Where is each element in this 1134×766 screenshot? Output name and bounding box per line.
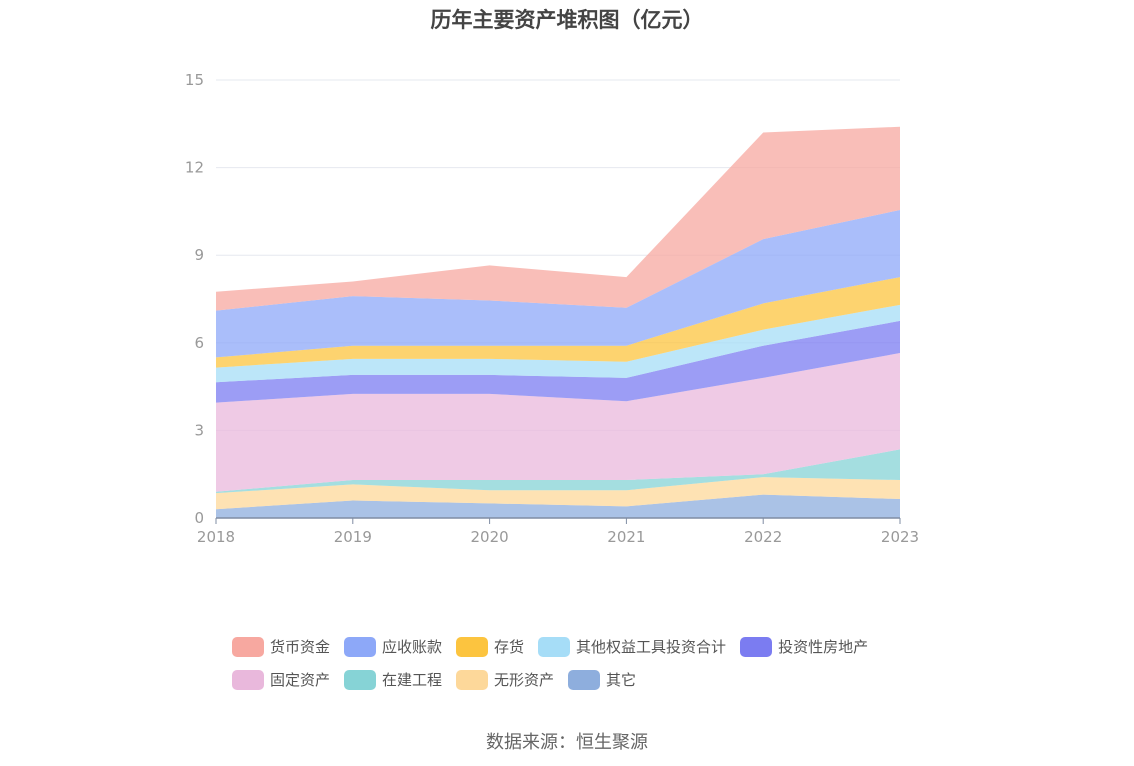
x-tick-label: 2019 [334, 528, 372, 546]
legend-swatch [456, 636, 489, 657]
legend-item[interactable]: 应收账款 [344, 636, 442, 657]
area-series [216, 353, 900, 492]
legend-item[interactable]: 其他权益工具投资合计 [538, 636, 726, 657]
y-tick-label: 0 [194, 509, 204, 527]
data-source: 数据来源：恒生聚源 [486, 732, 648, 753]
legend-swatch [232, 669, 264, 690]
x-tick-label: 2020 [471, 528, 509, 546]
legend-swatch [344, 636, 377, 657]
y-tick-label: 15 [185, 71, 204, 89]
legend-item[interactable]: 固定资产 [232, 669, 330, 690]
x-tick-label: 2018 [197, 528, 235, 546]
legend-label: 固定资产 [270, 671, 331, 689]
legend-label: 投资性房地产 [778, 638, 869, 656]
area-series [216, 277, 900, 368]
legend-swatch [232, 636, 264, 657]
chart-title: 历年主要资产堆积图（亿元） [430, 8, 704, 32]
legend-item[interactable]: 货币资金 [232, 636, 330, 657]
legend-label: 在建工程 [382, 671, 443, 689]
area-series [216, 494, 900, 518]
legend-item[interactable]: 无形资产 [456, 669, 554, 690]
area-series [216, 209, 900, 358]
legend-item[interactable]: 存货 [456, 636, 524, 657]
legend-label: 无形资产 [494, 671, 555, 689]
legend-item[interactable]: 投资性房地产 [740, 636, 868, 657]
legend-label: 存货 [494, 638, 525, 656]
legend-swatch [538, 636, 571, 657]
area-series [216, 304, 900, 383]
x-tick-label: 2021 [607, 528, 645, 546]
legend-row: 货币资金 应收账款 存货 其他权益工具投资合计 投资性房地产 [232, 630, 932, 663]
y-tick-label: 6 [194, 334, 204, 352]
area-series [216, 126, 900, 311]
legend-swatch [456, 669, 489, 690]
area-series [216, 449, 900, 494]
stacked-area-chart: 0 3 6 9 12 15 2018 2019 2020 2021 2022 2023 [185, 71, 919, 546]
x-tick-label: 2022 [744, 528, 782, 546]
legend-label: 其它 [606, 671, 637, 689]
legend-label: 应收账款 [382, 638, 443, 656]
y-tick-label: 3 [194, 421, 204, 439]
y-tick-label: 9 [194, 246, 204, 264]
legend-swatch [568, 669, 601, 690]
area-series [216, 320, 900, 403]
y-tick-label: 12 [185, 159, 204, 177]
legend-swatch [740, 636, 773, 657]
legend: 货币资金 应收账款 存货 其他权益工具投资合计 投资性房地产 固定资产 在建工程 无形资产 其… [232, 630, 932, 696]
legend-item[interactable]: 在建工程 [344, 669, 442, 690]
x-tick-label: 2023 [881, 528, 919, 546]
area-series [216, 477, 900, 510]
legend-label: 货币资金 [270, 638, 331, 656]
legend-label: 其他权益工具投资合计 [576, 638, 727, 656]
legend-swatch [344, 669, 377, 690]
legend-item[interactable]: 其它 [568, 669, 636, 690]
legend-row: 固定资产 在建工程 无形资产 其它 [232, 663, 932, 696]
